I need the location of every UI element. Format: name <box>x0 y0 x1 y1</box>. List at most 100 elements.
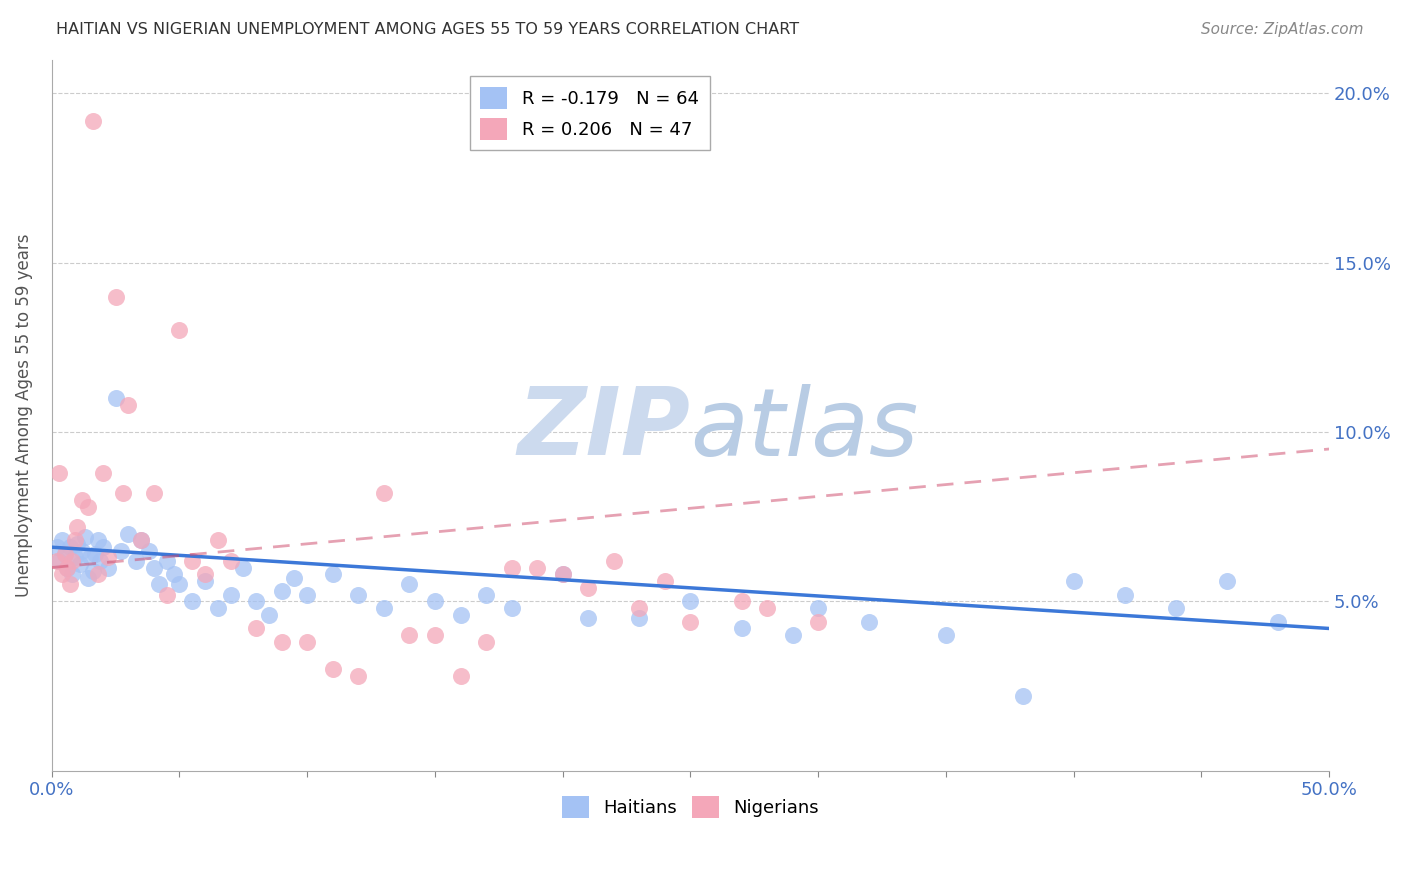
Point <box>169 324 191 338</box>
Text: ZIP: ZIP <box>517 384 690 475</box>
Point <box>207 533 229 548</box>
Point <box>398 628 420 642</box>
Point <box>603 554 626 568</box>
Point <box>1011 689 1033 703</box>
Y-axis label: Unemployment Among Ages 55 to 59 years: Unemployment Among Ages 55 to 59 years <box>15 234 32 597</box>
Point <box>60 567 83 582</box>
Point <box>730 622 752 636</box>
Point <box>257 607 280 622</box>
Point <box>245 594 267 608</box>
Point <box>45 540 67 554</box>
Point <box>91 540 114 554</box>
Point <box>501 560 523 574</box>
Point <box>156 554 179 568</box>
Point <box>76 500 98 514</box>
Point <box>72 492 94 507</box>
Point <box>169 577 191 591</box>
Point <box>1164 601 1187 615</box>
Text: Source: ZipAtlas.com: Source: ZipAtlas.com <box>1201 22 1364 37</box>
Point <box>756 601 779 615</box>
Point <box>73 530 96 544</box>
Point <box>297 588 319 602</box>
Point <box>82 113 104 128</box>
Point <box>423 594 446 608</box>
Point <box>84 547 107 561</box>
Point <box>628 601 651 615</box>
Point <box>56 560 79 574</box>
Point <box>60 554 83 568</box>
Point <box>63 550 86 565</box>
Point <box>89 554 111 568</box>
Point <box>181 594 204 608</box>
Point <box>72 543 94 558</box>
Point <box>129 533 152 548</box>
Point <box>59 540 82 554</box>
Point <box>112 486 135 500</box>
Point <box>807 601 830 615</box>
Point <box>66 520 89 534</box>
Point <box>125 554 148 568</box>
Point <box>782 628 804 642</box>
Point <box>66 537 89 551</box>
Point <box>347 588 370 602</box>
Point <box>322 567 344 582</box>
Point <box>104 290 127 304</box>
Point <box>935 628 957 642</box>
Point <box>450 607 472 622</box>
Point <box>1114 588 1136 602</box>
Point <box>97 550 120 565</box>
Point <box>270 584 292 599</box>
Point <box>142 486 165 500</box>
Point <box>654 574 676 588</box>
Point <box>219 554 242 568</box>
Text: atlas: atlas <box>690 384 918 475</box>
Point <box>628 611 651 625</box>
Point <box>48 554 70 568</box>
Point <box>1267 615 1289 629</box>
Point <box>142 560 165 574</box>
Point <box>373 486 395 500</box>
Point <box>156 588 179 602</box>
Point <box>679 594 702 608</box>
Point <box>117 526 139 541</box>
Point <box>551 567 574 582</box>
Point <box>232 560 254 574</box>
Point <box>194 574 217 588</box>
Point <box>148 577 170 591</box>
Point <box>270 635 292 649</box>
Point <box>245 622 267 636</box>
Point <box>450 669 472 683</box>
Point <box>63 533 86 548</box>
Point <box>576 611 599 625</box>
Point <box>1063 574 1085 588</box>
Legend: Haitians, Nigerians: Haitians, Nigerians <box>555 789 827 826</box>
Point <box>110 543 132 558</box>
Point <box>858 615 880 629</box>
Text: HAITIAN VS NIGERIAN UNEMPLOYMENT AMONG AGES 55 TO 59 YEARS CORRELATION CHART: HAITIAN VS NIGERIAN UNEMPLOYMENT AMONG A… <box>56 22 800 37</box>
Point <box>297 635 319 649</box>
Point <box>129 533 152 548</box>
Point <box>51 567 73 582</box>
Point <box>82 564 104 578</box>
Point <box>679 615 702 629</box>
Point <box>87 567 110 582</box>
Point <box>87 533 110 548</box>
Point <box>91 466 114 480</box>
Point <box>373 601 395 615</box>
Point <box>59 577 82 591</box>
Point <box>322 662 344 676</box>
Point <box>181 554 204 568</box>
Point <box>576 581 599 595</box>
Point <box>1216 574 1239 588</box>
Point <box>283 571 305 585</box>
Point <box>807 615 830 629</box>
Point <box>194 567 217 582</box>
Point <box>51 533 73 548</box>
Point <box>475 635 498 649</box>
Point <box>423 628 446 642</box>
Point <box>347 669 370 683</box>
Point <box>45 554 67 568</box>
Point <box>398 577 420 591</box>
Point <box>117 398 139 412</box>
Point <box>56 560 79 574</box>
